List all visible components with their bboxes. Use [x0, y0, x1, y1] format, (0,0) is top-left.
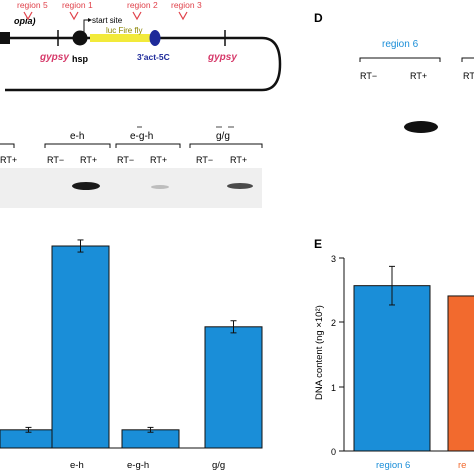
e-ytick-1: 1 [331, 383, 336, 393]
d-lane-0: RT− [360, 71, 377, 81]
bar-3 [204, 326, 263, 449]
left-x-label-3: g/g [212, 460, 225, 471]
region-5-marker: region 5 [17, 0, 48, 21]
panel-e-ylabel: DNA content (ng ×10²) [314, 305, 325, 400]
region-3-label: region 3 [171, 0, 202, 10]
group-e-h-label: e-h [70, 131, 84, 142]
region-1-arrow [69, 11, 79, 21]
lane-2-label: RT+ [80, 155, 97, 165]
lane-3-label: RT− [117, 155, 134, 165]
bracket-e-h [44, 143, 111, 148]
d-band [404, 121, 438, 133]
region-2-marker: region 2 [127, 0, 158, 21]
gel-background [0, 168, 262, 208]
gypsy-left-label: gypsy [39, 52, 69, 63]
bar-0 [353, 285, 431, 452]
e-ytick-0: 0 [331, 447, 336, 457]
d-lane-2: RT [463, 71, 474, 81]
region-5-label: region 5 [17, 0, 48, 10]
region-6-group-label: region 6 [382, 39, 419, 50]
lane-1-label: RT− [47, 155, 64, 165]
construct-diagram: opia) gypsy gypsy luc Fire fly hsp start… [0, 0, 282, 92]
lane-5-label: RT− [196, 155, 213, 165]
region-1-marker: region 1 [62, 0, 93, 21]
band-g-g [227, 183, 253, 189]
next-bracket [461, 57, 474, 62]
start-arrowhead [88, 18, 92, 22]
fragment-label: opia) [14, 16, 36, 26]
e-ytick-3: 3 [331, 254, 336, 264]
left-x-label-2: e-g-h [127, 460, 149, 471]
plasmid-backbone [5, 36, 282, 92]
panel-e-bar-chart: E DNA content (ng ×10²) 0 1 2 3 region 6… [314, 237, 474, 471]
e-x-label-1: re [458, 460, 466, 471]
panel-e-letter: E [314, 237, 322, 251]
lane-4-label: RT+ [150, 155, 167, 165]
band-e-g-h [151, 185, 169, 189]
left-x-label-1: e-h [70, 460, 84, 471]
gypsy-right-label: gypsy [207, 52, 237, 63]
panel-d: D region 6 RT− RT+ RT [314, 11, 474, 133]
e-ytick-2: 2 [331, 318, 336, 328]
panel-d-letter: D [314, 11, 323, 25]
region-6-bracket [359, 57, 441, 62]
bar-1 [447, 295, 474, 452]
group-g-g-label: g/g [216, 131, 230, 142]
region-3-marker: region 3 [171, 0, 202, 21]
region-2-arrow [132, 11, 142, 21]
lane-0-label: RT+ [0, 155, 17, 165]
hsp-label: hsp [72, 54, 89, 64]
band-e-h [72, 182, 100, 190]
bracket-e-g-h [115, 143, 181, 148]
bracket-g-g [189, 143, 263, 148]
d-lane-1: RT+ [410, 71, 427, 81]
region-5-arrow [23, 11, 33, 21]
e-x-label-0: region 6 [376, 460, 410, 471]
lane-6-label: RT+ [230, 155, 247, 165]
act5c-element [149, 30, 161, 46]
luc-label: luc Fire fly [106, 26, 142, 35]
left-bar-chart: e-h e-g-h g/g [0, 239, 263, 471]
luc-gene [90, 34, 155, 42]
start-arrow [83, 19, 88, 32]
left-gel-panel: e-h e-g-h g/g RT+ RT− RT+ RT− RT+ RT− RT… [0, 126, 263, 208]
act5c-label: 3′act-5C [137, 52, 170, 62]
region-1-label: region 1 [62, 0, 93, 10]
start-site-label: start site [92, 16, 123, 25]
bar-1 [51, 245, 110, 449]
hsp-promoter [72, 30, 88, 46]
region-3-arrow [178, 11, 188, 21]
region-2-label: region 2 [127, 0, 158, 10]
bracket-prev [0, 143, 15, 148]
group-e-g-h-label: e-g-h [130, 131, 153, 142]
left-block [0, 32, 10, 44]
